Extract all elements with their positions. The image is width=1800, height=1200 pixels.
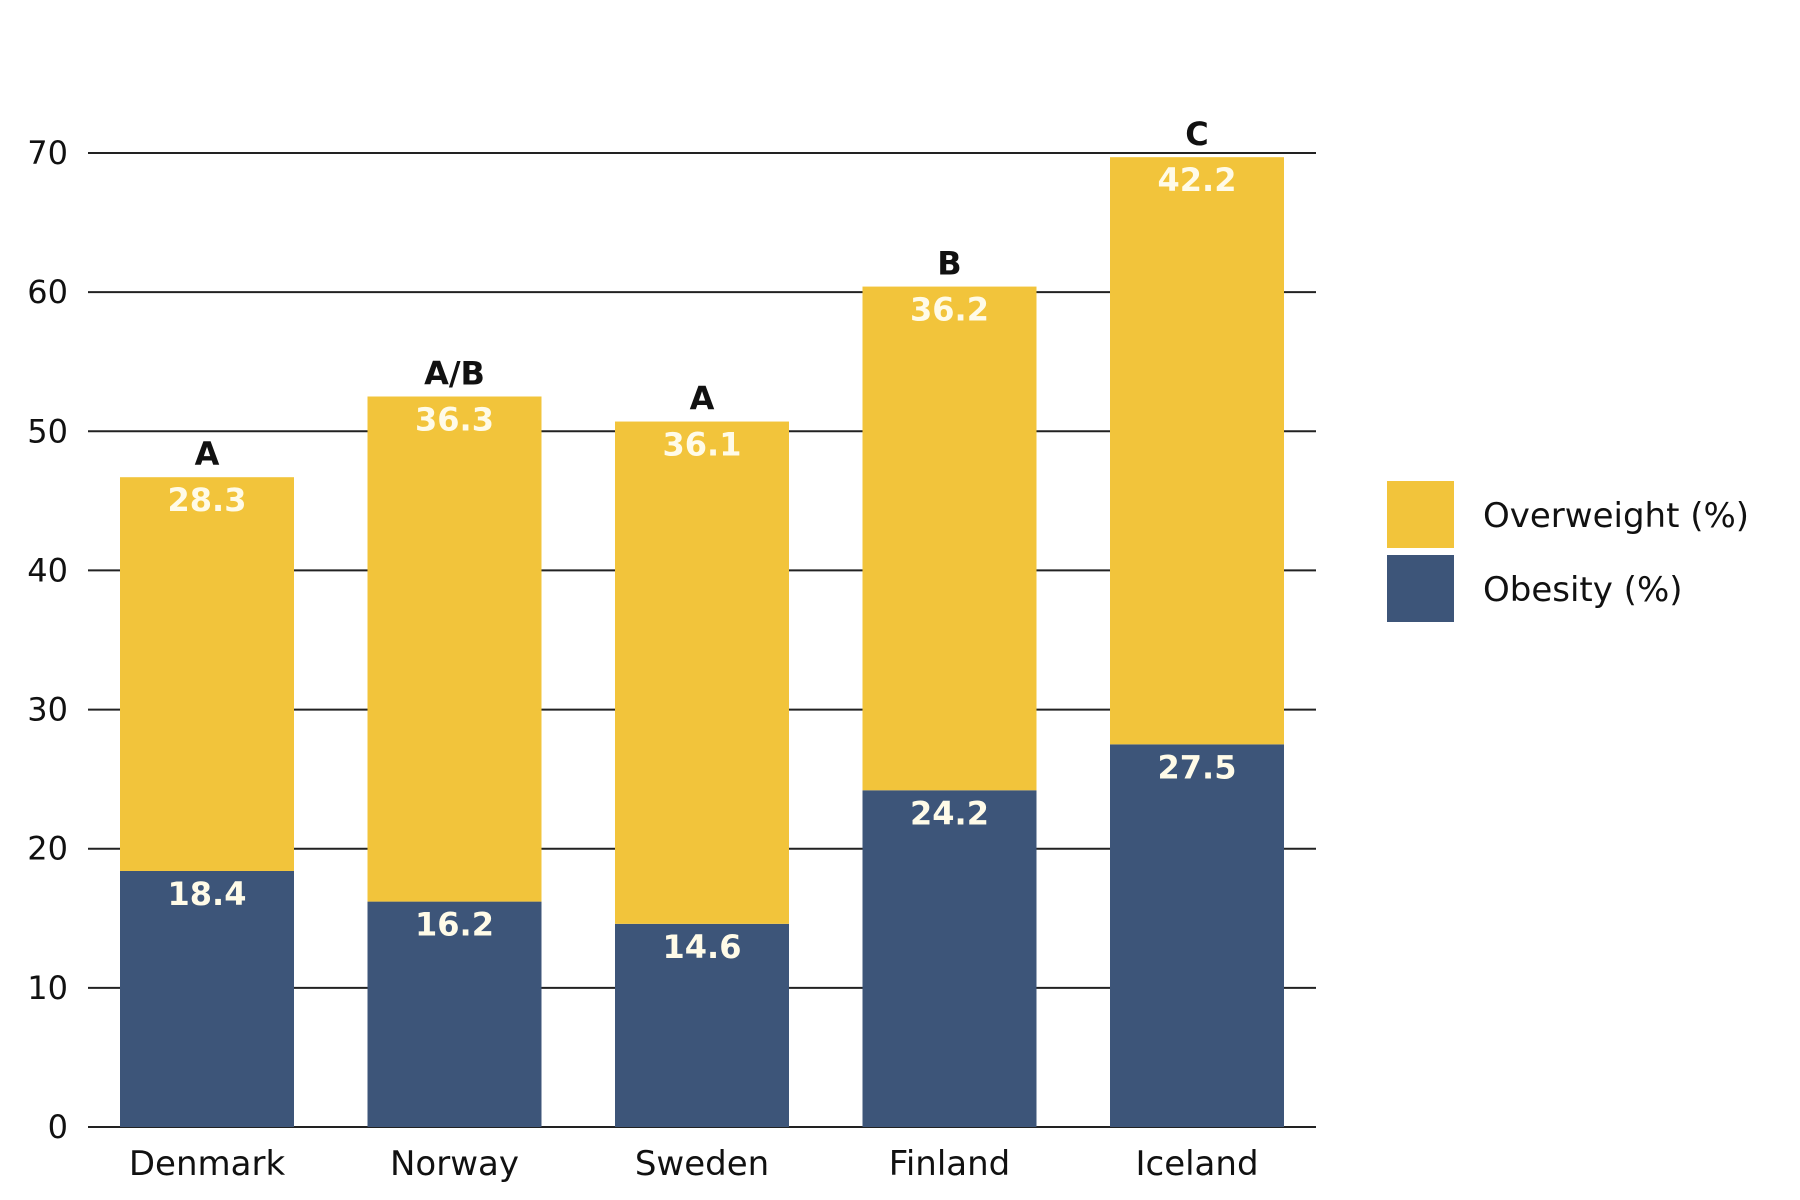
bar-overweight-iceland — [1110, 157, 1284, 745]
x-category-label: Sweden — [635, 1144, 769, 1184]
value-label-obesity: 18.4 — [168, 875, 247, 913]
x-axis: Denmark Norway Sweden Finland Iceland — [129, 1144, 1259, 1184]
bar-obesity-norway — [367, 901, 542, 1127]
legend: Overweight (%) Obesity (%) — [1387, 481, 1749, 622]
y-tick-label: 20 — [27, 830, 68, 868]
y-tick-label: 10 — [27, 969, 68, 1007]
legend-label: Obesity (%) — [1483, 570, 1683, 610]
bars: 18.4 28.3 A 16.2 36.3 A/B 14.6 36.1 A 24.2 36.2 B 27… — [120, 115, 1284, 1127]
bar-overweight-norway — [367, 396, 542, 902]
value-label-overweight: 42.2 — [1158, 161, 1237, 199]
significance-label: C — [1185, 115, 1208, 153]
significance-label: A/B — [424, 355, 485, 393]
x-category-label: Iceland — [1135, 1144, 1258, 1184]
value-label-overweight: 28.3 — [168, 481, 247, 519]
value-label-obesity: 14.6 — [663, 928, 742, 966]
bar-obesity-denmark — [120, 870, 294, 1127]
x-category-label: Finland — [889, 1144, 1011, 1184]
value-label-obesity: 24.2 — [910, 794, 989, 832]
legend-swatch — [1387, 555, 1454, 622]
bar-overweight-denmark — [120, 477, 294, 871]
bar-obesity-finland — [862, 790, 1037, 1127]
bar-obesity-iceland — [1110, 744, 1284, 1127]
y-tick-label: 50 — [27, 412, 68, 450]
y-tick-label: 0 — [48, 1108, 68, 1146]
y-axis: 0 10 20 30 40 50 60 70 — [27, 134, 68, 1146]
y-tick-label: 40 — [27, 551, 68, 589]
value-label-obesity: 27.5 — [1158, 748, 1237, 786]
value-label-obesity: 16.2 — [415, 906, 494, 944]
value-label-overweight: 36.1 — [663, 426, 742, 464]
y-tick-label: 30 — [27, 691, 68, 729]
legend-swatch — [1387, 481, 1454, 548]
bar-obesity-sweden — [615, 923, 789, 1127]
y-tick-label: 70 — [27, 134, 68, 172]
bar-overweight-finland — [862, 286, 1037, 791]
significance-label: A — [690, 380, 715, 418]
value-label-overweight: 36.3 — [415, 401, 494, 439]
legend-label: Overweight (%) — [1483, 496, 1749, 536]
bar-overweight-sweden — [615, 421, 789, 924]
significance-label: A — [195, 435, 220, 473]
significance-label: B — [937, 245, 961, 283]
x-category-label: Denmark — [129, 1144, 286, 1184]
y-tick-label: 60 — [27, 273, 68, 311]
x-category-label: Norway — [390, 1144, 519, 1184]
value-label-overweight: 36.2 — [910, 291, 989, 329]
